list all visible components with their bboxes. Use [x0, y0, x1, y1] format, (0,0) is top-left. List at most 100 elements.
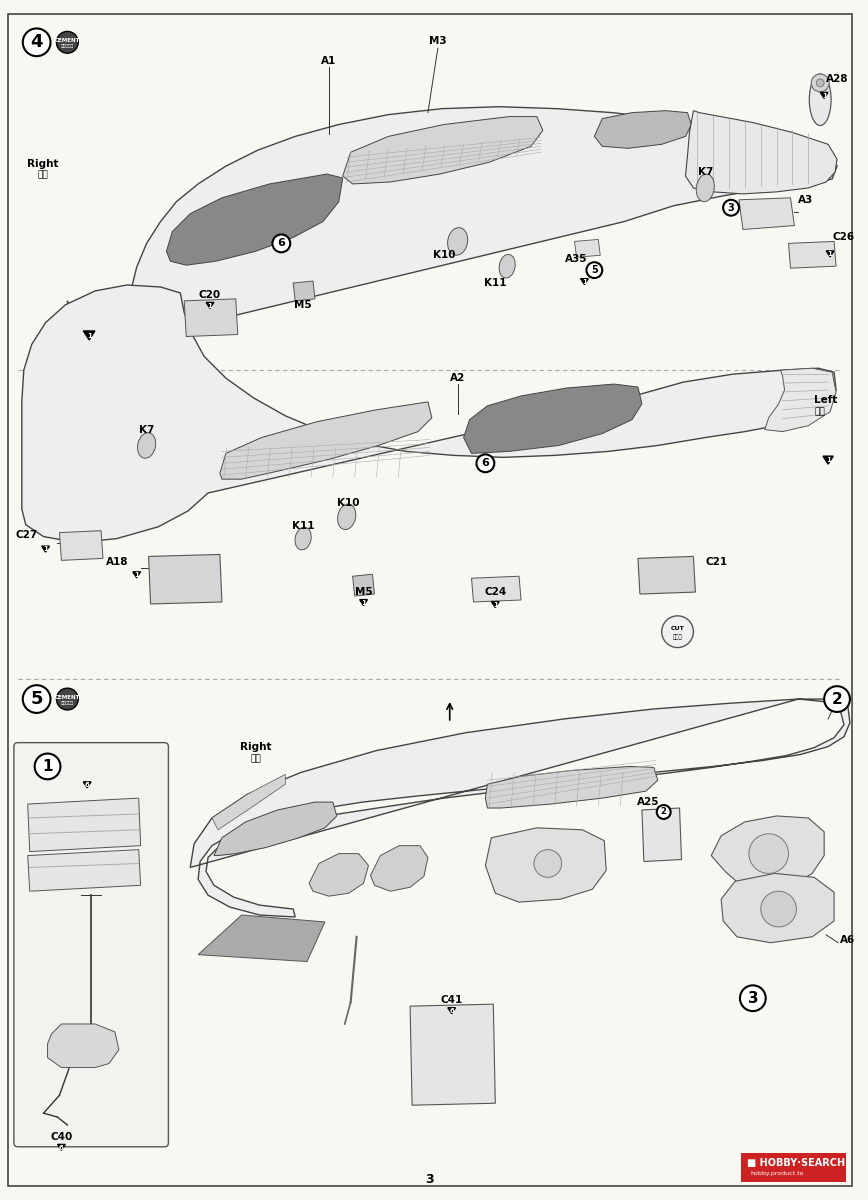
Text: 6: 6: [278, 239, 286, 248]
Circle shape: [23, 685, 50, 713]
Polygon shape: [739, 198, 794, 229]
Polygon shape: [198, 916, 325, 961]
FancyBboxPatch shape: [14, 743, 168, 1147]
Polygon shape: [491, 601, 499, 607]
Polygon shape: [212, 774, 286, 830]
Circle shape: [749, 834, 788, 874]
Text: 4: 4: [30, 34, 43, 52]
Polygon shape: [68, 107, 837, 338]
Polygon shape: [206, 302, 214, 308]
Text: K10: K10: [432, 251, 455, 260]
Text: M5: M5: [294, 300, 312, 310]
Text: A1: A1: [321, 56, 337, 66]
Polygon shape: [823, 456, 833, 464]
Text: 1: 1: [135, 572, 139, 578]
Text: 6: 6: [59, 1145, 63, 1151]
Polygon shape: [148, 554, 222, 604]
Text: 1: 1: [87, 332, 92, 338]
Text: 3: 3: [727, 203, 734, 212]
Text: A3: A3: [799, 194, 813, 205]
Polygon shape: [190, 700, 850, 917]
Polygon shape: [826, 251, 834, 257]
Text: A28: A28: [826, 74, 849, 84]
Text: C40: C40: [50, 1132, 73, 1142]
Text: 1: 1: [493, 602, 497, 608]
Text: CEMENT: CEMENT: [55, 695, 80, 700]
Polygon shape: [359, 600, 367, 606]
Text: A18: A18: [106, 557, 128, 568]
Text: 6: 6: [482, 458, 490, 468]
Polygon shape: [220, 402, 432, 479]
Polygon shape: [167, 174, 343, 265]
Text: 5: 5: [591, 265, 598, 275]
Polygon shape: [28, 798, 141, 852]
Polygon shape: [485, 828, 606, 902]
Text: C26: C26: [832, 233, 854, 242]
Text: 1: 1: [361, 600, 366, 606]
Text: 3: 3: [747, 991, 758, 1006]
Polygon shape: [686, 110, 837, 194]
Polygon shape: [57, 1145, 65, 1151]
Text: 1: 1: [825, 457, 831, 463]
Text: 사르내: 사르내: [673, 635, 682, 641]
Circle shape: [56, 688, 78, 710]
Polygon shape: [293, 281, 315, 301]
Circle shape: [56, 31, 78, 53]
Text: A25: A25: [636, 797, 659, 808]
Polygon shape: [485, 767, 658, 808]
Circle shape: [273, 234, 290, 252]
Text: A35: A35: [565, 254, 588, 264]
Text: K10: K10: [338, 498, 360, 508]
Polygon shape: [59, 530, 103, 560]
Circle shape: [816, 79, 824, 86]
Circle shape: [657, 805, 671, 818]
Text: 2: 2: [661, 808, 667, 816]
Polygon shape: [214, 802, 337, 856]
Ellipse shape: [499, 254, 516, 278]
Text: 6: 6: [85, 782, 89, 788]
Text: 접착제사용: 접착제사용: [61, 44, 74, 48]
Text: CEMENT: CEMENT: [55, 38, 80, 43]
Text: Left: Left: [814, 395, 838, 404]
Text: 2: 2: [832, 691, 843, 707]
Circle shape: [35, 754, 61, 779]
Ellipse shape: [809, 74, 831, 126]
Polygon shape: [371, 846, 428, 892]
Polygon shape: [642, 808, 681, 862]
Circle shape: [824, 686, 850, 712]
Polygon shape: [410, 1004, 496, 1105]
Circle shape: [534, 850, 562, 877]
Polygon shape: [133, 572, 141, 578]
Polygon shape: [464, 384, 642, 454]
Polygon shape: [581, 278, 589, 284]
Polygon shape: [42, 546, 49, 552]
Text: A6: A6: [840, 935, 855, 944]
FancyBboxPatch shape: [8, 13, 852, 1187]
Polygon shape: [788, 241, 836, 268]
Text: 우측: 우측: [250, 754, 261, 763]
Text: 1: 1: [43, 758, 53, 774]
Text: 3: 3: [425, 1172, 434, 1186]
Circle shape: [812, 74, 829, 92]
Text: 1: 1: [43, 546, 48, 552]
Text: 1: 1: [207, 302, 213, 308]
Polygon shape: [765, 368, 836, 432]
Ellipse shape: [696, 174, 714, 202]
Text: 1: 1: [582, 280, 587, 286]
Text: A2: A2: [450, 373, 465, 383]
Polygon shape: [309, 853, 369, 896]
Circle shape: [23, 29, 50, 56]
Text: hobby.product.to: hobby.product.to: [751, 1171, 805, 1176]
Text: M5: M5: [355, 587, 372, 598]
Polygon shape: [711, 816, 824, 890]
Polygon shape: [595, 110, 692, 149]
Ellipse shape: [338, 504, 356, 529]
Circle shape: [661, 616, 694, 648]
Circle shape: [477, 455, 494, 473]
Circle shape: [587, 263, 602, 278]
Text: 5: 5: [30, 690, 43, 708]
Polygon shape: [471, 576, 521, 602]
Text: C21: C21: [706, 557, 727, 568]
Text: Right: Right: [240, 742, 272, 751]
Polygon shape: [352, 575, 374, 596]
